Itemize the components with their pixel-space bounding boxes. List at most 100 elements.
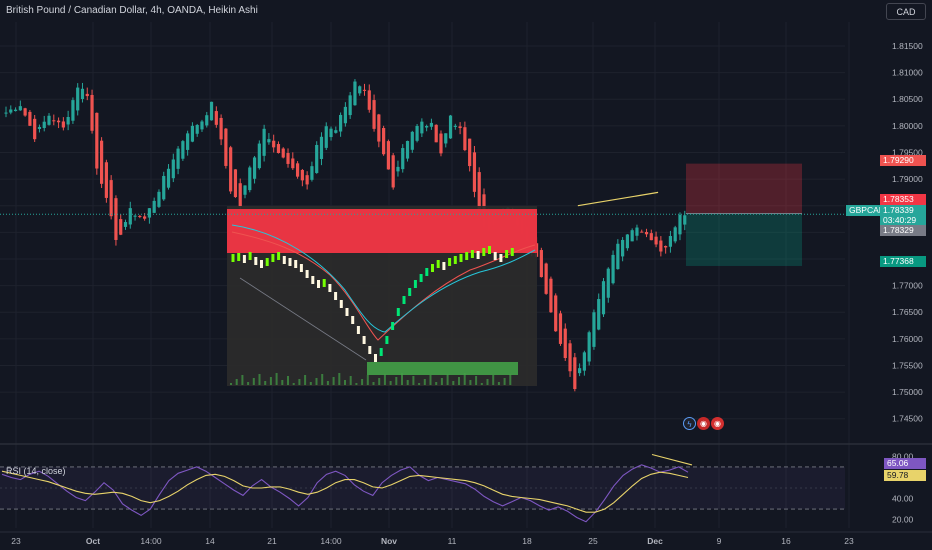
sl-price-tag: 1.79290 — [880, 155, 926, 166]
flag-gb-icon[interactable]: ◉ — [697, 417, 710, 430]
inset-volume-bar — [258, 374, 261, 385]
lightning-icon[interactable]: ϟ — [683, 417, 696, 430]
inset-volume-bar — [429, 375, 432, 385]
candle-body — [611, 254, 615, 284]
candle-body — [621, 239, 625, 257]
candle-body — [372, 100, 376, 129]
inset-candle — [396, 308, 400, 316]
inset-volume-bar — [355, 383, 358, 385]
candle-body — [47, 115, 51, 125]
inset-candle — [465, 252, 469, 260]
inset-candle — [488, 246, 491, 254]
candle-body — [243, 185, 247, 195]
candle-body — [362, 89, 367, 91]
inset-candle — [493, 252, 497, 260]
y-tick-label: 1.79500 — [892, 147, 923, 157]
candle-body — [186, 133, 190, 150]
candle-body — [33, 118, 37, 140]
candle-body — [539, 250, 543, 278]
x-tick-label: 14:00 — [140, 536, 162, 546]
candle-body — [128, 208, 132, 225]
inset-candle — [374, 354, 377, 362]
inset-candle — [476, 251, 480, 259]
candle-body — [635, 227, 639, 236]
inset-candle — [288, 258, 292, 266]
candle-body — [348, 95, 352, 116]
inset-volume-bar — [292, 383, 295, 385]
x-tick-label: Dec — [647, 536, 663, 546]
inset-candle — [448, 258, 452, 266]
candle-body — [659, 240, 663, 252]
inset-candle — [277, 252, 281, 260]
inset-candle — [368, 346, 372, 354]
candle-body — [592, 312, 596, 347]
inset-snapshot — [227, 206, 537, 386]
candle-body — [195, 125, 199, 134]
candle-body — [549, 278, 553, 313]
y-tick-label: 1.76500 — [892, 307, 923, 317]
candle-body — [76, 87, 80, 111]
candle-body — [339, 114, 343, 132]
rsi-y-tick-label: 20.00 — [892, 515, 914, 525]
candle-body — [52, 120, 56, 122]
flag-ca-icon[interactable]: ◉ — [711, 417, 724, 430]
inset-candle — [391, 322, 395, 330]
candle-body — [90, 94, 94, 131]
y-tick-label: 1.81500 — [892, 41, 923, 51]
candle-body — [386, 141, 390, 170]
chart-title: British Pound / Canadian Dollar, 4h, OAN… — [6, 5, 258, 16]
inset-volume-bar — [480, 383, 483, 385]
inset-volume-bar — [458, 377, 460, 385]
x-tick-label: 14:00 — [320, 536, 342, 546]
candle-body — [71, 100, 75, 121]
candle-body — [472, 152, 477, 192]
symbol-tag: GBPCAD — [846, 205, 885, 216]
currency-button[interactable]: CAD — [886, 3, 926, 20]
inset-volume-bar — [235, 379, 238, 385]
rsi-ma-tag: 59.78 — [884, 470, 926, 481]
inset-volume-bar — [372, 382, 375, 385]
inset-candle — [436, 260, 440, 268]
inset-candle — [254, 257, 258, 265]
candle-body — [305, 175, 309, 185]
candle-body — [61, 121, 65, 128]
inset-volume-bar — [503, 378, 506, 385]
candle-body — [664, 246, 668, 248]
rsi-trend-line — [651, 453, 693, 466]
inset-candle — [505, 250, 509, 258]
price-trend-line — [577, 191, 659, 207]
candle-body — [606, 268, 610, 298]
inset-candle — [294, 260, 298, 268]
inset-volume-bar — [344, 380, 346, 385]
y-tick-label: 1.76000 — [892, 334, 923, 344]
y-tick-label: 1.81000 — [892, 68, 923, 78]
candle-body — [252, 157, 257, 179]
candle-body — [42, 121, 46, 128]
inset-candle — [362, 336, 366, 344]
candle-body — [420, 121, 424, 134]
candle-body — [391, 155, 395, 188]
candle-body — [310, 166, 314, 180]
candle-body — [147, 208, 151, 218]
candle-body — [37, 126, 42, 130]
inset-candle — [431, 264, 434, 272]
inset-candle — [379, 348, 383, 356]
entry-price-tag: 1.78353 — [880, 194, 926, 205]
candle-body — [601, 281, 606, 315]
inset-volume-bar — [332, 377, 335, 385]
candle-body — [444, 133, 448, 144]
x-tick-label: 25 — [588, 536, 598, 546]
candle-body — [644, 231, 649, 235]
candle-body — [568, 343, 572, 372]
candle-body — [23, 108, 27, 116]
candle-body — [224, 128, 228, 166]
inset-candle — [413, 280, 417, 288]
candle-body — [66, 117, 70, 125]
candle-body — [85, 93, 89, 97]
candle-body — [109, 180, 113, 217]
inset-candle — [305, 270, 309, 278]
inset-volume-bar — [321, 374, 324, 385]
candle-body — [439, 133, 443, 154]
inset-volume-bar — [298, 379, 301, 385]
